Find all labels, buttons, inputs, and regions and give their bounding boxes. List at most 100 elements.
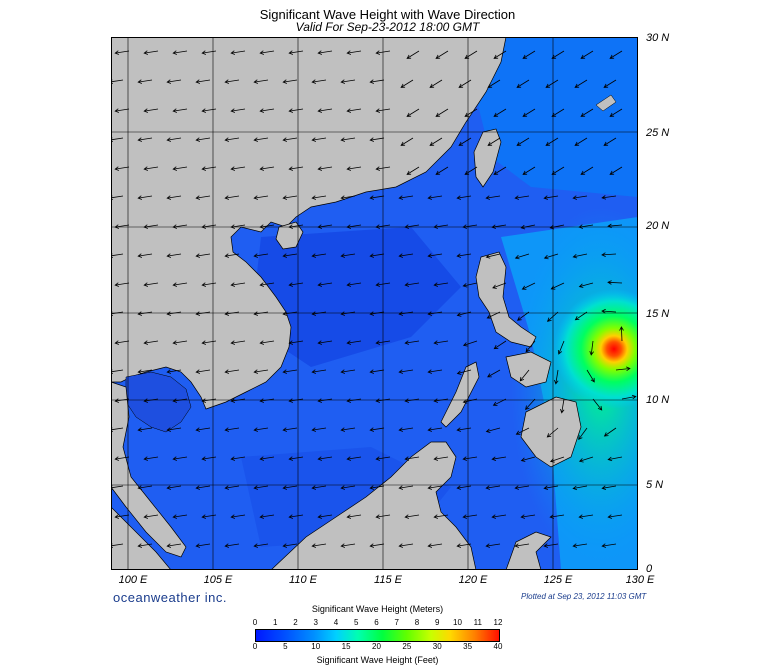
wave-arrow bbox=[607, 514, 623, 519]
lat-label-30n: 30 N bbox=[646, 32, 670, 44]
wave-arrow bbox=[462, 224, 478, 229]
wave-arrow bbox=[427, 543, 443, 548]
wave-arrow bbox=[253, 253, 269, 258]
wave-arrow bbox=[172, 340, 188, 345]
wave-arrow bbox=[601, 252, 617, 257]
wave-arrow bbox=[282, 427, 298, 432]
colorbar-meter-tick: 4 bbox=[333, 618, 339, 627]
wave-arrow bbox=[311, 79, 327, 84]
wave-arrow bbox=[458, 79, 472, 88]
lon-label-120e: 120 E bbox=[458, 574, 488, 586]
wave-arrow bbox=[375, 224, 391, 229]
wave-arrow bbox=[369, 427, 385, 432]
wave-arrow bbox=[230, 514, 246, 519]
wave-arrow bbox=[224, 369, 240, 374]
wave-arrow bbox=[607, 280, 623, 285]
land-ryukyu bbox=[595, 94, 617, 112]
wave-map bbox=[111, 37, 638, 570]
wave-arrow bbox=[398, 427, 414, 432]
calm-region bbox=[251, 227, 461, 367]
wave-arrow bbox=[427, 253, 443, 258]
wave-arrow bbox=[543, 195, 559, 200]
wave-arrow bbox=[259, 108, 275, 113]
lat-label-25n: 25 N bbox=[646, 127, 670, 139]
wave-arrow bbox=[398, 485, 414, 490]
wave-arrow bbox=[492, 282, 507, 289]
wave-arrow bbox=[288, 456, 304, 461]
wave-arrow bbox=[592, 398, 603, 411]
wave-arrow bbox=[398, 195, 414, 200]
wave-arrow bbox=[317, 340, 333, 345]
wave-arrow bbox=[224, 485, 240, 490]
wave-arrow bbox=[487, 137, 501, 146]
wave-arrow bbox=[253, 195, 269, 200]
wave-arrow bbox=[282, 543, 298, 548]
wave-arrow bbox=[404, 282, 420, 287]
wave-arrow bbox=[288, 224, 304, 229]
wave-arrow bbox=[143, 50, 159, 55]
colorbar-feet-tick: 25 bbox=[402, 642, 412, 651]
wave-arrow bbox=[462, 456, 478, 461]
wave-arrow bbox=[398, 253, 414, 258]
wave-arrow bbox=[433, 514, 449, 519]
wave-arrow bbox=[546, 427, 559, 438]
wave-arrow bbox=[195, 369, 211, 374]
wave-arrow bbox=[406, 108, 420, 117]
wave-arrow bbox=[166, 369, 182, 374]
wave-arrow bbox=[369, 79, 385, 84]
land-borneo bbox=[270, 441, 477, 570]
wave-arrow bbox=[288, 398, 304, 403]
wave-arrow bbox=[514, 253, 530, 260]
wave-arrow bbox=[259, 514, 275, 519]
wave-arrow bbox=[485, 195, 501, 200]
wave-arrow bbox=[166, 485, 182, 490]
wave-arrow bbox=[522, 50, 536, 59]
wave-direction-arrows bbox=[111, 50, 637, 548]
wave-arrow bbox=[166, 79, 182, 84]
wave-arrow bbox=[578, 224, 594, 229]
wave-arrow bbox=[114, 456, 130, 461]
wave-arrow bbox=[311, 253, 327, 258]
wave-arrow bbox=[137, 543, 153, 548]
wave-arrow bbox=[172, 166, 188, 171]
wave-arrow bbox=[543, 253, 559, 260]
wave-arrow bbox=[464, 166, 478, 175]
colorbar-meter-tick: 2 bbox=[293, 618, 298, 627]
wave-arrow bbox=[224, 543, 240, 548]
wave-arrow bbox=[554, 369, 559, 385]
wave-arrow bbox=[195, 137, 211, 142]
wave-arrow bbox=[549, 514, 565, 519]
wave-arrow bbox=[456, 253, 472, 258]
wave-arrow bbox=[375, 398, 391, 403]
wave-arrow bbox=[340, 195, 356, 200]
wave-arrow bbox=[429, 137, 443, 146]
wave-arrow bbox=[433, 398, 449, 403]
wave-arrow bbox=[543, 543, 559, 548]
wave-arrow bbox=[493, 340, 507, 350]
wave-arrow bbox=[166, 427, 182, 432]
land-mindanao bbox=[520, 396, 582, 468]
wave-arrow bbox=[230, 166, 246, 171]
wave-arrow bbox=[114, 514, 130, 519]
valid-time: Valid For Sep-23-2012 18:00 GMT bbox=[295, 20, 480, 34]
wave-arrow bbox=[522, 108, 536, 117]
wave-arrow bbox=[398, 311, 414, 316]
wave-arrow bbox=[224, 137, 240, 142]
colorbar bbox=[255, 629, 500, 642]
lon-label-105e: 105 E bbox=[203, 574, 233, 586]
wave-arrow bbox=[195, 427, 211, 432]
wave-arrow bbox=[601, 195, 617, 200]
wave-arrow bbox=[375, 108, 391, 113]
wave-arrow bbox=[230, 340, 246, 345]
wave-arrow bbox=[491, 456, 507, 461]
wave-arrow bbox=[137, 485, 153, 490]
wave-arrow bbox=[166, 543, 182, 548]
wave-arrow bbox=[230, 224, 246, 229]
wave-arrow bbox=[462, 514, 478, 519]
land-luzon bbox=[475, 251, 537, 348]
wave-arrow bbox=[137, 311, 153, 316]
wave-arrow bbox=[201, 398, 217, 403]
wave-arrow bbox=[172, 514, 188, 519]
wave-arrow bbox=[230, 50, 246, 55]
lat-label-20n: 20 N bbox=[646, 220, 670, 232]
